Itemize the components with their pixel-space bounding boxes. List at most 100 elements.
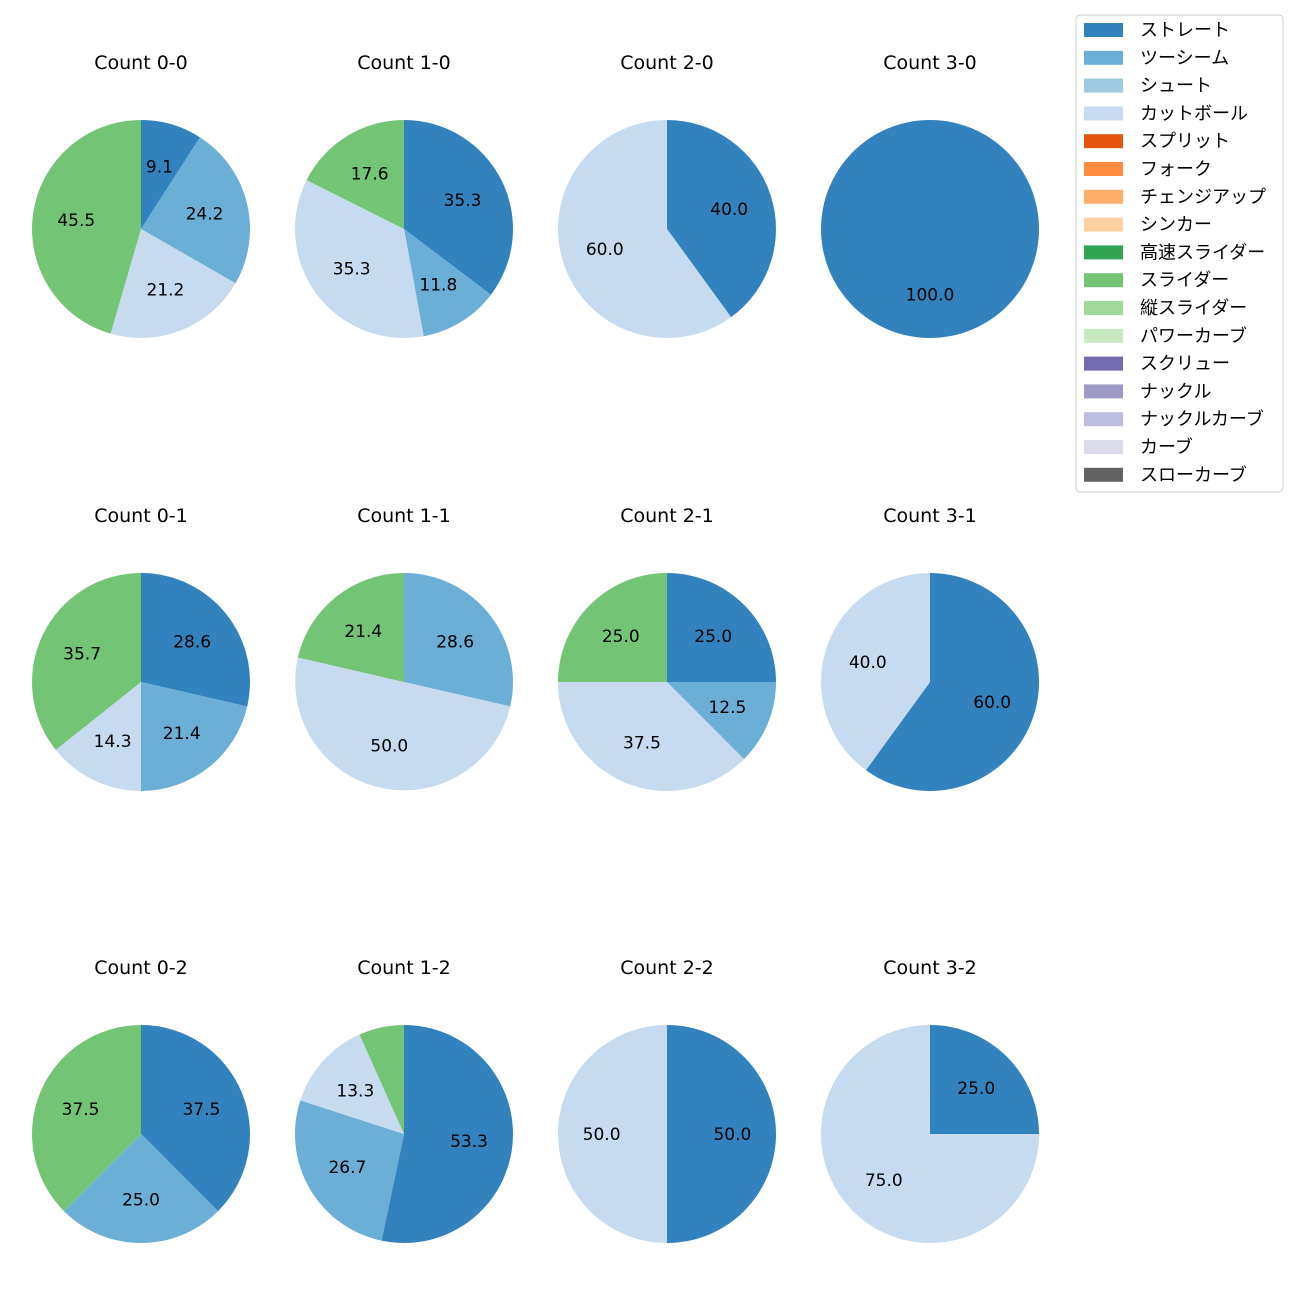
pie-slice	[141, 573, 250, 707]
pie-slice-label: 13.3	[336, 1081, 374, 1101]
pie-chart: Count 0-0 9.1 24.2 21.2 45.5	[32, 52, 250, 338]
pie-title: Count 3-1	[883, 505, 977, 527]
pie-title: Count 2-2	[620, 957, 714, 979]
pie-slice	[359, 1025, 404, 1134]
pie-chart: Count 2-1 25.0 12.5 37.5 25.0	[558, 505, 776, 791]
pie-slice	[667, 573, 776, 682]
pie-chart: Count 3-0 100.0	[821, 52, 1039, 338]
pie-slice-label: 21.4	[344, 622, 382, 642]
pie-slice-label: 37.5	[182, 1100, 220, 1120]
pie-slice-label: 26.7	[328, 1158, 366, 1178]
pie-slice-label: 75.0	[865, 1171, 903, 1191]
legend-entry: パワーカーブ	[1140, 325, 1247, 347]
pie-slice-label: 25.0	[602, 627, 640, 647]
pie-chart: Count 2-2 50.0 50.0	[558, 957, 776, 1243]
pie-slice-label: 53.3	[450, 1132, 488, 1152]
pie-chart: Count 0-2 37.5 25.0 37.5	[32, 957, 250, 1243]
pie-slice	[667, 1025, 776, 1243]
legend-swatch	[1084, 328, 1123, 343]
legend-entry: スローカーブ	[1140, 464, 1247, 486]
pie-slice-label: 60.0	[586, 240, 624, 260]
pie-title: Count 2-0	[620, 52, 714, 74]
pie-chart: Count 3-1 60.0 40.0	[821, 505, 1040, 791]
legend-entry: カーブ	[1140, 436, 1193, 458]
legend-swatch	[1084, 50, 1123, 65]
legend-entry: フォーク	[1140, 159, 1212, 180]
legend-entry: ツーシーム	[1140, 48, 1229, 69]
legend: ストレートツーシームシュートカットボールスプリットフォークチェンジアップシンカー…	[1075, 14, 1284, 493]
legend-entry: スクリュー	[1140, 354, 1230, 375]
pie-title: Count 3-2	[883, 957, 977, 979]
pie-slice-label: 50.0	[583, 1125, 621, 1145]
legend-swatch	[1084, 301, 1123, 315]
legend-swatch	[1084, 384, 1123, 399]
legend-frame	[1075, 14, 1284, 493]
pie-slice-label: 60.0	[973, 693, 1011, 713]
pie-slice	[930, 1025, 1039, 1134]
legend-swatch	[1084, 162, 1123, 176]
pie-slice	[297, 573, 404, 682]
pie-title: Count 0-0	[94, 52, 188, 74]
pie-slice	[404, 229, 491, 337]
pie-title: Count 2-1	[620, 505, 714, 527]
pie-title: Count 0-2	[94, 957, 188, 979]
pie-slice	[404, 119, 514, 295]
legend-swatch	[1084, 273, 1123, 288]
legend-entry: 縦スライダー	[1140, 298, 1247, 319]
pie-slice-label: 9.1	[146, 157, 173, 177]
pie-chart: Count 1-0 35.3 11.8 35.3 17.6	[294, 52, 514, 339]
legend-swatch	[1084, 106, 1123, 121]
pie-slice-label: 50.0	[370, 737, 408, 757]
legend-swatch	[1084, 440, 1123, 454]
legend-swatch	[1084, 23, 1123, 37]
pie-slice-label: 50.0	[713, 1125, 751, 1145]
pie-slice-label: 21.4	[163, 724, 201, 744]
legend-swatch	[1084, 134, 1123, 149]
pie-slice-label: 35.7	[63, 645, 101, 665]
pie-slice	[295, 657, 511, 791]
pie-grid: Count 0-0 9.1 24.2 21.2 45.5 Count 1-0 35.3 11.…	[32, 52, 1040, 1243]
pie-slice	[32, 1025, 141, 1212]
pie-slice-label: 25.0	[694, 627, 732, 647]
pie-slice-label: 25.0	[122, 1190, 160, 1210]
pie-slice-label: 37.5	[62, 1100, 100, 1120]
pie-slice-label: 100.0	[906, 285, 955, 305]
pie-slice-label: 11.8	[419, 276, 457, 296]
pie-chart: Count 1-2 53.3 26.7 13.3	[294, 957, 513, 1243]
pie-slice	[110, 229, 236, 338]
pie-slice-label: 14.3	[94, 732, 132, 752]
legend-swatch	[1084, 412, 1123, 427]
legend-entry: スライダー	[1140, 270, 1229, 291]
legend-entry: シュート	[1140, 76, 1212, 97]
pie-slice	[667, 120, 776, 318]
pie-slice-label: 35.3	[333, 259, 371, 279]
pie-chart: Count 1-1 28.6 50.0 21.4	[295, 505, 513, 791]
pie-title: Count 0-1	[94, 505, 188, 527]
pie-chart: Count 2-0 40.0 60.0	[557, 52, 776, 338]
legend-entry: シンカー	[1140, 215, 1212, 236]
pie-chart: Count 3-2 25.0 75.0	[821, 957, 1039, 1243]
legend-entry: ストレート	[1140, 20, 1230, 41]
pie-slice	[381, 1025, 513, 1243]
legend-swatch	[1084, 217, 1123, 232]
pie-slice-label: 24.2	[186, 205, 224, 225]
pie-slice-label: 17.6	[351, 164, 389, 184]
pie-slice	[558, 1025, 667, 1243]
legend-swatch	[1084, 467, 1123, 482]
pie-title: Count 3-0	[883, 52, 977, 74]
pie-slice-label: 40.0	[849, 653, 887, 673]
pie-slice	[141, 120, 200, 229]
pie-slice	[821, 1025, 1039, 1243]
pie-slice	[404, 573, 513, 707]
pie-slice	[300, 1034, 404, 1134]
pie-title: Count 1-0	[357, 52, 451, 74]
pie-slice	[557, 120, 732, 338]
pie-slice-label: 12.5	[708, 698, 746, 718]
pie-slice	[32, 573, 142, 750]
pie-slice	[141, 1025, 250, 1212]
pie-slice	[63, 1134, 219, 1243]
pie-slice-label: 21.2	[147, 281, 185, 301]
pie-slice-label: 28.6	[436, 632, 474, 652]
pie-title: Count 1-2	[357, 957, 451, 979]
